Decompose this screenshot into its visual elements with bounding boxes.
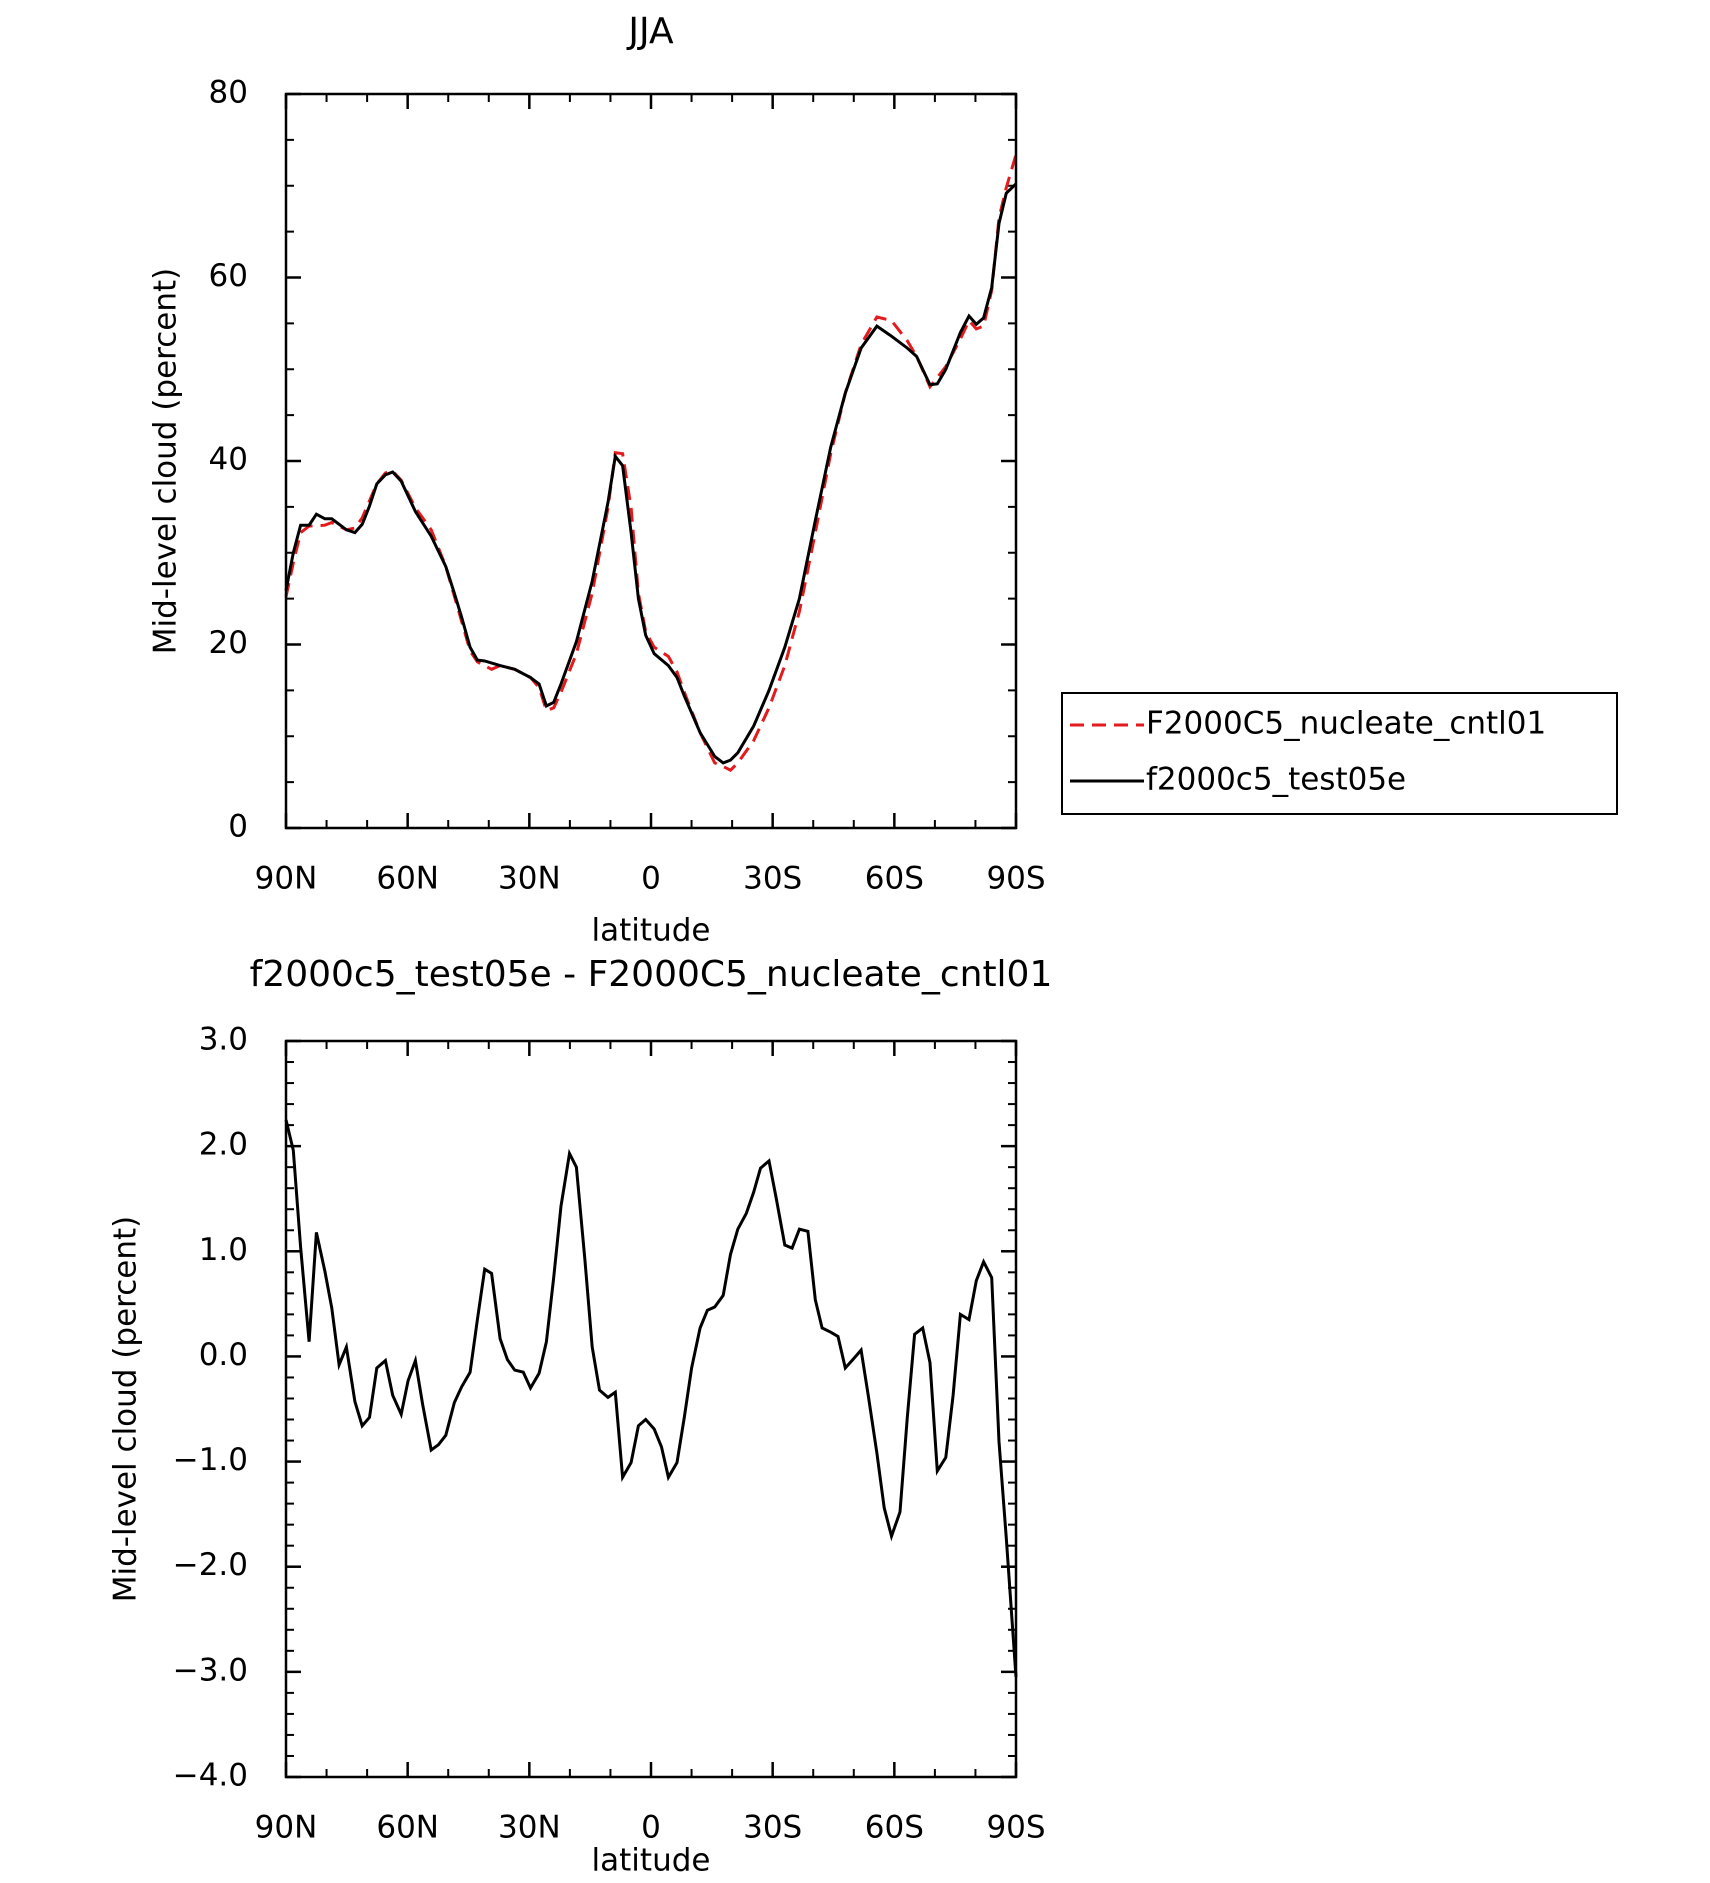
x-tick-label: 30N xyxy=(498,861,561,897)
data-line xyxy=(284,1119,1018,1678)
y-tick-label: 0 xyxy=(228,809,248,845)
y-tick-label: 80 xyxy=(209,75,248,111)
x-tick-label: 60S xyxy=(865,1810,924,1846)
y-tick-label: 3.0 xyxy=(199,1022,248,1058)
panel: f2000c5_test05e - F2000C5_nucleate_cntl0… xyxy=(108,954,1053,1879)
x-tick-label: 90S xyxy=(986,1810,1045,1846)
x-tick-label: 90N xyxy=(255,1810,318,1846)
y-tick-label: −2.0 xyxy=(173,1547,248,1583)
plot-frame xyxy=(284,92,1018,830)
x-axis-label: latitude xyxy=(592,913,711,949)
y-tick-label: 20 xyxy=(209,625,248,661)
x-tick-label: 0 xyxy=(641,861,661,897)
x-tick-label: 90S xyxy=(986,861,1045,897)
x-tick-label: 60N xyxy=(376,1810,439,1846)
plot-frame xyxy=(284,1039,1018,1779)
data-line xyxy=(284,182,1018,765)
x-tick-label: 30N xyxy=(498,1810,561,1846)
chart-title: f2000c5_test05e - F2000C5_nucleate_cntl0… xyxy=(250,954,1053,995)
y-tick-label: 40 xyxy=(209,442,248,478)
x-axis-label: latitude xyxy=(592,1843,711,1879)
y-tick-label: −3.0 xyxy=(173,1652,248,1688)
x-tick-label: 30S xyxy=(743,861,802,897)
y-tick-label: 2.0 xyxy=(199,1127,248,1163)
panel: JJA latitude Mid-level cloud (percent) 90N 6… xyxy=(148,11,1618,949)
x-tick-label: 30S xyxy=(743,1810,802,1846)
data-line xyxy=(284,154,1018,773)
x-tick-label: 90N xyxy=(255,861,318,897)
x-tick-label: 0 xyxy=(641,1810,661,1846)
legend-box xyxy=(1061,692,1618,815)
legend-label: f2000c5_test05e xyxy=(1146,762,1406,798)
x-tick-label: 60N xyxy=(376,861,439,897)
y-tick-label: −4.0 xyxy=(173,1758,248,1794)
y-tick-label: 60 xyxy=(209,258,248,294)
y-tick-label: −1.0 xyxy=(173,1442,248,1478)
y-tick-label: 0.0 xyxy=(199,1337,248,1373)
y-axis-label: Mid-level cloud (percent) xyxy=(148,268,184,655)
chart-title: JJA xyxy=(626,11,674,52)
legend-label: F2000C5_nucleate_cntl01 xyxy=(1146,706,1546,742)
x-tick-label: 60S xyxy=(865,861,924,897)
y-axis-label: Mid-level cloud (percent) xyxy=(108,1216,144,1603)
legend: F2000C5_nucleate_cntl01 f2000c5_test05e xyxy=(1061,692,1618,815)
y-tick-label: 1.0 xyxy=(199,1232,248,1268)
